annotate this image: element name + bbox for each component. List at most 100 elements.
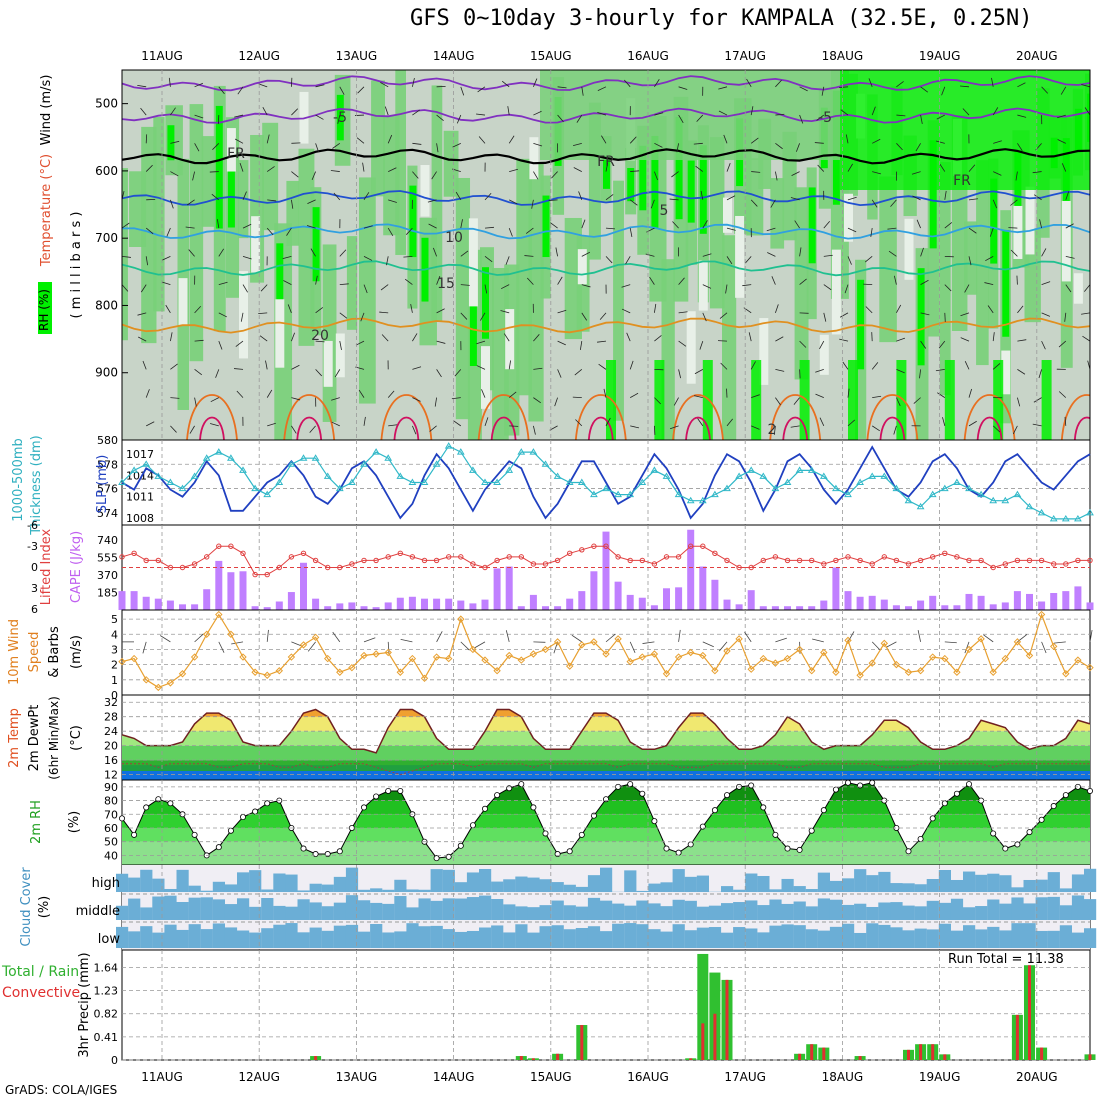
rh-point (699, 823, 706, 830)
cloud-bar (1071, 932, 1085, 948)
cape-bar (215, 560, 223, 610)
cape-bar (796, 606, 804, 610)
wind-barb (412, 171, 419, 179)
wind-speed-point (408, 654, 417, 663)
wind-barb (847, 196, 857, 201)
wind-barb (1057, 139, 1066, 144)
thickness-point (142, 460, 151, 467)
wind-speed-point (868, 659, 876, 667)
rh-point (917, 835, 924, 842)
cloud-bar (624, 923, 637, 948)
wind-barb (1017, 369, 1026, 375)
cape-bar (590, 571, 598, 610)
cloud-bar (745, 928, 758, 948)
wind-barb (557, 309, 567, 314)
rh-point (857, 782, 864, 789)
cape-bar (421, 598, 428, 610)
lifted-index-point (264, 571, 270, 578)
wind-barb (212, 143, 220, 150)
wind-barb (678, 311, 688, 314)
contour-label: FR (953, 173, 971, 189)
rh-humid-cell (262, 122, 279, 231)
cloud-bar (140, 926, 153, 948)
cloud-bar (769, 899, 782, 920)
rh-band (122, 814, 1090, 828)
cloud-bar (660, 906, 673, 920)
lifted-axis-title: Lifted Index (39, 528, 54, 605)
wind-barb (480, 312, 486, 321)
lifted-index-point (772, 554, 779, 560)
cloud-bar (636, 900, 649, 920)
wind-tick-label: 5 (111, 613, 118, 626)
bottom-day-label: 13AUG (336, 1070, 378, 1084)
cloud-bar (309, 883, 322, 892)
cloud-bar (297, 890, 310, 892)
rh-point (385, 787, 392, 794)
rh-point (929, 815, 936, 822)
wind-barb (992, 425, 1001, 433)
rh-saturated-cell (808, 187, 816, 264)
wind-speed-point (396, 668, 405, 676)
cloud-bar (890, 902, 903, 920)
cape-bar (384, 602, 392, 610)
cloud-bar (987, 899, 1000, 920)
wind-barb (1010, 199, 1018, 206)
isotherm-warm-loop (866, 394, 919, 440)
rh-point (312, 851, 319, 858)
wind-barb (654, 303, 657, 313)
wind-barb (433, 247, 437, 257)
wind-barb (597, 112, 607, 116)
wind-barb (412, 425, 417, 435)
thickness-point (166, 478, 175, 485)
cloud-bar (721, 886, 734, 892)
wind-barb (388, 424, 398, 427)
wind-barb (987, 305, 994, 314)
wind-barb (629, 136, 637, 144)
rh-point (953, 790, 960, 797)
cloud-bar (333, 902, 346, 920)
cape-bar (408, 596, 416, 610)
top-day-label: 13AUG (336, 49, 378, 63)
cloud-bar (1047, 930, 1060, 948)
contour-label: -5 (333, 110, 347, 126)
thickness-point (541, 460, 550, 467)
cloud-bar (442, 869, 455, 892)
thickness-point (1086, 508, 1094, 516)
cloud-bar (757, 875, 770, 892)
precip-convective-bar (931, 1044, 935, 1060)
wind-barb (137, 336, 147, 342)
wind-barb (845, 134, 849, 144)
rh-point (554, 851, 561, 858)
wind-speed-point (275, 667, 284, 675)
wind-barb (814, 142, 824, 144)
wind-barb (872, 395, 882, 399)
wind-speed-point (202, 630, 211, 638)
wind-speed-point (1086, 663, 1094, 672)
wind-barb (694, 369, 703, 375)
wind-barb (796, 143, 800, 152)
wind-barb (678, 114, 684, 123)
isotherm-warm-loop (672, 394, 724, 440)
cape-bar (747, 590, 755, 610)
thickness-point (977, 490, 985, 498)
thickness-point (178, 484, 187, 492)
rh-humid-cell (371, 80, 386, 197)
lifted-index-point (905, 561, 912, 567)
cloud-bar (866, 906, 879, 920)
cloud-bar (1011, 887, 1024, 892)
wind-barb (162, 255, 171, 261)
isotherm-line (122, 223, 1090, 240)
cloud-bar (200, 890, 213, 892)
rh-point (530, 804, 537, 811)
lifted-index-point (300, 550, 307, 557)
surface-wind-barb (218, 641, 225, 653)
cape-bar (1050, 593, 1058, 610)
wind-barb (775, 143, 783, 150)
cloud-bar (188, 897, 201, 920)
wind-barb (1017, 114, 1027, 118)
cloud-axis-title-1: Cloud Cover (19, 867, 34, 947)
thickness-point (759, 472, 768, 479)
cloud-bar (116, 905, 129, 920)
wind-barb (170, 107, 176, 116)
surface-wind-barb (871, 641, 881, 651)
